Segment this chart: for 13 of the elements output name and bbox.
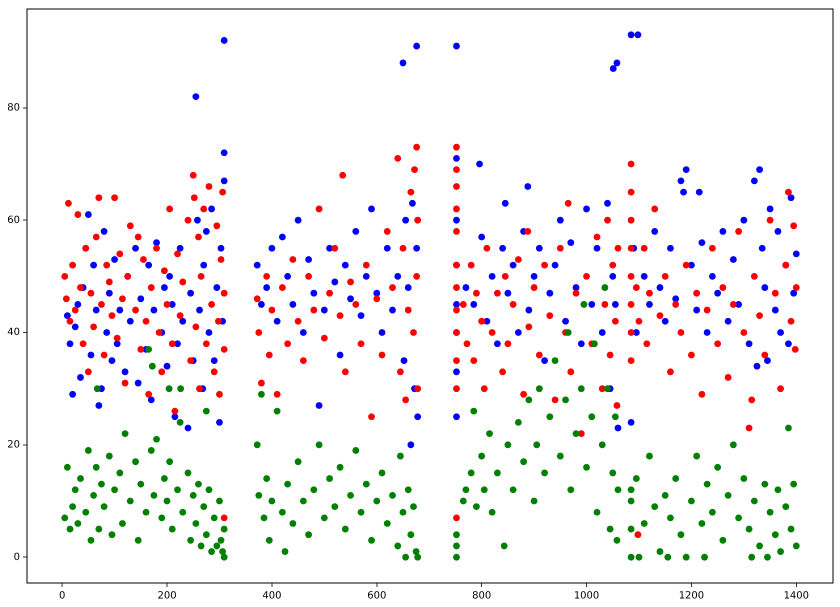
x-tick-label: 200 xyxy=(157,590,177,602)
x-tick-label: 1000 xyxy=(574,590,600,602)
y-tick-label: 40 xyxy=(7,327,20,338)
y-tick-label: 20 xyxy=(7,439,20,450)
y-tick-label: 60 xyxy=(7,214,20,226)
x-tick-label: 0 xyxy=(58,590,66,602)
y-tick-label: 0 xyxy=(14,552,20,563)
x-tick-label: 800 xyxy=(472,590,492,602)
x-tick-label: 1400 xyxy=(784,590,810,602)
x-tick-label: 1200 xyxy=(678,590,704,602)
x-tick-label: 400 xyxy=(262,590,282,602)
x-tick-label: 600 xyxy=(367,590,386,602)
y-tick-label: 80 xyxy=(7,102,20,114)
